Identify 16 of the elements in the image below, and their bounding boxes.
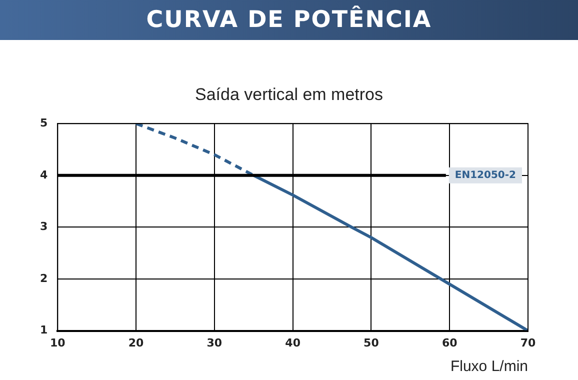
x-tick-label: 70 [520,336,536,350]
y-tick-label: 3 [40,220,48,234]
ref-line-label: EN12050-2 [454,170,516,181]
y-tick-label: 1 [40,324,48,337]
y-tick-label: 4 [40,168,48,182]
x-axis-title: Fluxo L/min [450,358,528,376]
y-tick-label: 5 [40,116,48,130]
x-tick-label: 30 [206,336,222,350]
chart-subtitle: Saída vertical em metros [194,85,384,106]
x-tick-label: 50 [364,336,380,350]
x-tick-label: 20 [128,336,144,350]
y-tick-label: 2 [40,272,48,285]
x-tick-label: 60 [442,336,458,350]
chart-title: CURVA DE POTÊNCIA [0,0,578,40]
x-tick-label: 10 [50,336,66,350]
x-tick-label: 40 [285,336,301,350]
